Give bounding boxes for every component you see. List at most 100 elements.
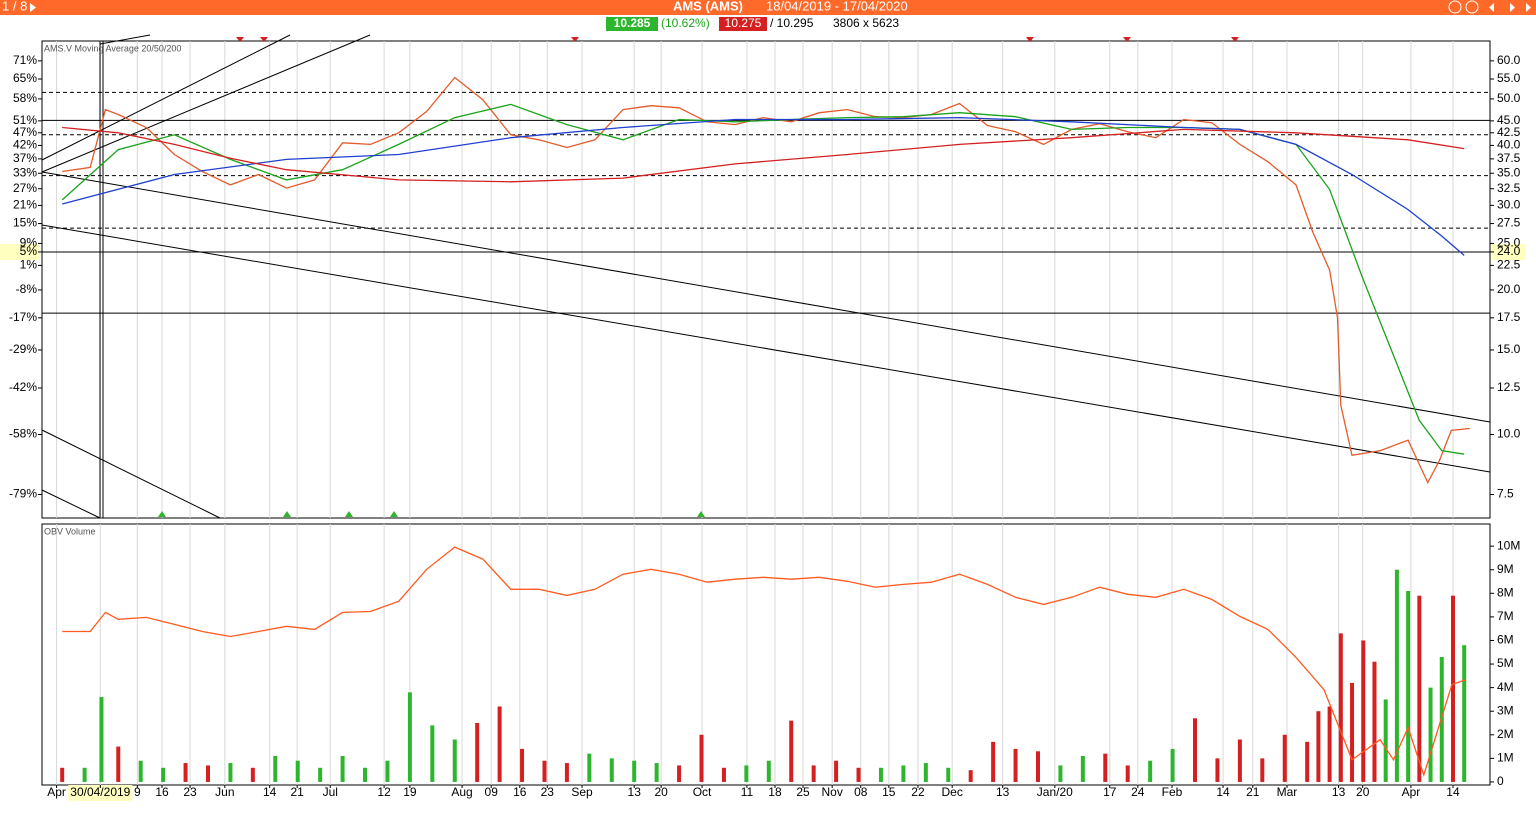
next-button[interactable] bbox=[30, 3, 36, 12]
volume-bar bbox=[407, 692, 412, 782]
x-tick-label: 21 bbox=[290, 785, 304, 799]
scroll-end[interactable] bbox=[1526, 3, 1531, 12]
y2-tick-label: 47% bbox=[13, 125, 37, 139]
volume-bar bbox=[497, 706, 502, 782]
series-line bbox=[62, 126, 1465, 183]
y-tick-label: 30.0 bbox=[1497, 198, 1521, 212]
volume-bar bbox=[1417, 595, 1422, 782]
volume-bar bbox=[1394, 569, 1399, 782]
volume-bar bbox=[228, 763, 233, 782]
volume-bar bbox=[923, 763, 928, 782]
y-tick-label: 1M bbox=[1497, 751, 1514, 765]
chart-title: AMS (AMS) bbox=[673, 0, 743, 13]
volume-bar bbox=[1305, 741, 1310, 782]
y2-tick-label: 37% bbox=[13, 151, 37, 165]
y2-tick-label: 71% bbox=[13, 53, 37, 67]
sell-marker bbox=[571, 37, 579, 42]
panel-title: OBV Volume bbox=[44, 526, 96, 536]
zoom-in[interactable] bbox=[1465, 0, 1479, 14]
volume-bar bbox=[430, 725, 435, 782]
scroll-right[interactable] bbox=[1510, 3, 1515, 12]
y2-tick-label: 15% bbox=[13, 216, 37, 230]
x-tick-label: 11 bbox=[741, 785, 754, 799]
volume-bar bbox=[968, 770, 973, 782]
ask: / 10.295 bbox=[770, 16, 814, 30]
buy-marker bbox=[158, 511, 166, 517]
x-tick-label: 09 bbox=[485, 785, 499, 799]
volume-bar bbox=[1260, 758, 1265, 782]
y-tick-label: 5M bbox=[1497, 656, 1514, 670]
zoom-out[interactable] bbox=[1448, 0, 1462, 14]
x-tick-label: 21 bbox=[1246, 785, 1260, 799]
volume-bar bbox=[542, 760, 547, 782]
volume-bar bbox=[1058, 765, 1063, 782]
y2-tick-label: -79% bbox=[9, 487, 37, 501]
volume-bar bbox=[789, 720, 794, 782]
size: 3806 x 5623 bbox=[833, 16, 899, 30]
y-tick-label: 27.5 bbox=[1497, 216, 1521, 230]
tick-highlight bbox=[68, 785, 133, 801]
y-tick-label: 10.0 bbox=[1497, 427, 1521, 441]
y2-tick-label: 5% bbox=[20, 244, 38, 258]
volume-bar bbox=[1170, 748, 1175, 782]
volume-bar bbox=[901, 765, 906, 782]
y2-tick-label: 33% bbox=[13, 165, 37, 179]
y2-tick-label: 51% bbox=[13, 113, 37, 127]
y-tick-label: 9M bbox=[1497, 562, 1514, 576]
last-box bbox=[606, 17, 658, 31]
volume-bar bbox=[475, 722, 480, 782]
sell-marker bbox=[1123, 37, 1131, 42]
x-tick-label: 19 bbox=[403, 785, 417, 799]
volume-bar bbox=[250, 767, 255, 782]
y-tick-label: 37.5 bbox=[1497, 151, 1521, 165]
bid: 10.275 bbox=[725, 16, 762, 30]
y-tick-label: 7M bbox=[1497, 609, 1514, 623]
trendlines bbox=[41, 34, 1491, 519]
x-tick-label: Mar bbox=[1277, 785, 1298, 799]
y-tick-label: 4M bbox=[1497, 680, 1514, 694]
y2-tick-label: 42% bbox=[13, 138, 37, 152]
y2-tick-label: 9% bbox=[20, 236, 38, 250]
x-tick-label: Dec bbox=[942, 785, 963, 799]
y-tick-label: 32.5 bbox=[1497, 181, 1521, 195]
y-tick-label: 40.0 bbox=[1497, 138, 1521, 152]
series-line bbox=[62, 76, 1470, 485]
tick-highlight bbox=[0, 243, 40, 260]
change: (10.62%) bbox=[661, 16, 710, 30]
volume-bar bbox=[385, 760, 390, 782]
scroll-left[interactable] bbox=[1489, 3, 1494, 12]
sell-marker bbox=[236, 37, 244, 42]
trendline bbox=[41, 34, 371, 173]
x-tick-label: 22 bbox=[911, 785, 925, 799]
y-tick-label: 2M bbox=[1497, 727, 1514, 741]
y-tick-label: 7.5 bbox=[1497, 487, 1514, 501]
sell-marker bbox=[260, 37, 268, 42]
volume-bar bbox=[205, 765, 210, 782]
volume-bar bbox=[587, 753, 592, 782]
x-tick-label: 16 bbox=[155, 785, 169, 799]
volume-bar bbox=[1327, 706, 1332, 782]
x-tick-label: 13 bbox=[1332, 785, 1346, 799]
x-tick-label: 30/04/2019 bbox=[70, 785, 130, 799]
y-tick-label: 60.0 bbox=[1497, 53, 1521, 67]
y2-tick-label: -29% bbox=[9, 342, 37, 356]
y-tick-label: 45.0 bbox=[1497, 113, 1521, 127]
x-tick-label: 13 bbox=[996, 785, 1010, 799]
x-tick-label: 14 bbox=[263, 785, 277, 799]
x-tick-label: Nov bbox=[822, 785, 843, 799]
x-tick-label: Jul bbox=[323, 785, 338, 799]
volume-bar bbox=[60, 767, 65, 782]
volume-bar bbox=[1428, 687, 1433, 782]
signal-markers bbox=[158, 511, 705, 517]
volume-bar bbox=[1450, 595, 1455, 782]
sell-marker bbox=[1026, 37, 1034, 42]
y-tick-label: 25.0 bbox=[1497, 236, 1521, 250]
y-tick-label: 24.0 bbox=[1497, 244, 1521, 258]
volume-bar bbox=[1372, 661, 1377, 782]
volume-bar bbox=[654, 763, 659, 782]
buy-marker bbox=[697, 511, 705, 517]
x-tick-label: 20 bbox=[654, 785, 668, 799]
x-tick-label: Aug bbox=[451, 785, 472, 799]
volume-bar bbox=[1035, 751, 1040, 782]
y-tick-label: 15.0 bbox=[1497, 342, 1521, 356]
